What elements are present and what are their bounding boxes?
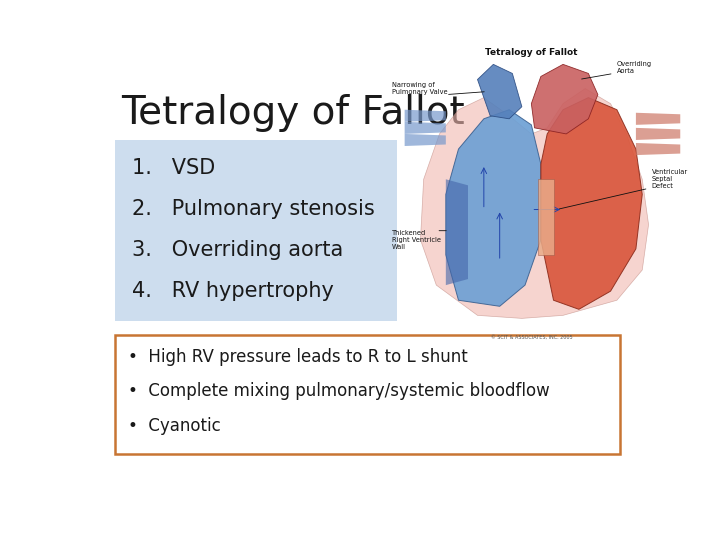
Polygon shape — [636, 113, 680, 125]
Text: Ventricular
Septal
Defect: Ventricular Septal Defect — [652, 169, 688, 190]
Text: •  Cyanotic: • Cyanotic — [128, 416, 221, 435]
Text: Tetralogy of Fallot: Tetralogy of Fallot — [121, 94, 464, 132]
Polygon shape — [446, 179, 468, 285]
Polygon shape — [636, 128, 680, 140]
Text: 4.   RV hypertrophy: 4. RV hypertrophy — [132, 281, 334, 301]
Polygon shape — [477, 64, 522, 119]
Text: Thickened
Right Ventricle
Wall: Thickened Right Ventricle Wall — [392, 230, 441, 250]
Polygon shape — [420, 89, 649, 319]
Text: Narrowing of
Pulmonary Valve: Narrowing of Pulmonary Valve — [392, 82, 448, 95]
Text: © SCIT & ASSOCIATES, INC. 2005: © SCIT & ASSOCIATES, INC. 2005 — [490, 335, 572, 340]
Polygon shape — [531, 64, 598, 134]
Text: •  High RV pressure leads to R to L shunt: • High RV pressure leads to R to L shunt — [128, 348, 468, 366]
Text: •  Complete mixing pulmonary/systemic bloodflow: • Complete mixing pulmonary/systemic blo… — [128, 382, 549, 401]
FancyBboxPatch shape — [115, 140, 397, 321]
Polygon shape — [541, 98, 642, 309]
Polygon shape — [538, 179, 554, 255]
Polygon shape — [405, 134, 446, 146]
Polygon shape — [405, 110, 446, 122]
Text: 3.   Overriding aorta: 3. Overriding aorta — [132, 240, 343, 260]
Text: Tetralogy of Fallot: Tetralogy of Fallot — [485, 48, 577, 57]
Text: Overriding
Aorta: Overriding Aorta — [617, 61, 652, 74]
Polygon shape — [636, 143, 680, 155]
FancyBboxPatch shape — [115, 335, 620, 454]
Text: 1.   VSD: 1. VSD — [132, 158, 215, 178]
Text: 2.   Pulmonary stenosis: 2. Pulmonary stenosis — [132, 199, 374, 219]
Polygon shape — [405, 122, 446, 134]
Polygon shape — [446, 110, 541, 306]
